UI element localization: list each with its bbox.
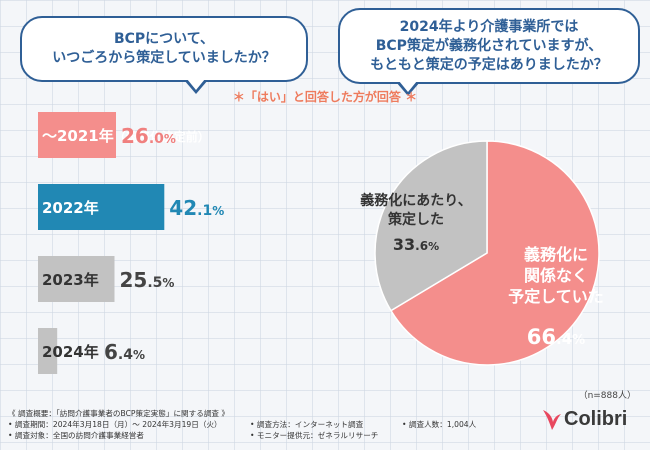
bubble-right-tail-fill (399, 81, 417, 92)
survey-provider: • モニター提供元：ゼネラルリサーチ (250, 431, 379, 440)
pie-label-1: 義務化にあたり、策定した (360, 192, 471, 228)
bar-label-3: 2024年 (42, 343, 99, 361)
pie-slice-1 (374, 140, 488, 312)
logo-text: Colibri (564, 408, 628, 430)
pie-value-0: 66.4% (527, 325, 585, 349)
survey-footnotes: 《 調査概要：「訪問介護事業者のBCP策定実態」に関する調査 》 • 調査期間：… (8, 408, 528, 441)
bar-label-1: 2022年 (42, 199, 99, 217)
question-right-line-2: BCP策定が義務化されていますが、 (375, 37, 603, 54)
pie-label-0: 義務化に関係なく予定していた (508, 245, 604, 306)
survey-method: • 調査方法：インターネット調査 (250, 420, 364, 429)
question-right-line-1: 2024年より介護事業所では (399, 18, 579, 35)
bar-label-2: 2023年 (42, 271, 99, 289)
bar-label-0: 〜2021年（義務化決定前） (42, 127, 210, 145)
question-bubble-left: BCPについて、 いつごろから策定していましたか？ (20, 16, 308, 82)
question-right-line-3: もともと策定の予定はありましたか？ (370, 56, 608, 73)
question-left-line-2: いつごろから策定していましたか？ (52, 50, 276, 66)
question-bubble-right: 2024年より介護事業所では BCP策定が義務化されていますが、 もともと策定の… (338, 8, 640, 84)
bar-value-2: 25.5% (120, 268, 175, 292)
hummingbird-icon (543, 410, 561, 430)
respondent-note: ＊「はい」と回答した方が回答 ＊ (232, 90, 418, 104)
survey-target: • 調査対象：全国の訪問介護事業経営者 (8, 431, 144, 440)
survey-summary: 《 調査概要：「訪問介護事業者のBCP策定実態」に関する調査 》 (8, 409, 230, 418)
question-left-line-1: BCPについて、 (113, 31, 215, 47)
bar-3 (38, 328, 58, 374)
bar-value-1: 42.1% (169, 196, 224, 220)
bubble-left-tail-fill (187, 79, 205, 90)
colibri-logo: Colibri (540, 404, 640, 436)
bar-value-0: 26.0% (121, 124, 176, 148)
bar-1 (38, 184, 165, 230)
survey-period: • 調査期間：2024年3月18日（月）〜 2024年3月19日（火） (8, 420, 222, 429)
pie-slice-0 (389, 140, 600, 366)
bar-0 (38, 112, 116, 158)
bar-2 (38, 256, 115, 302)
bar-value-3: 6.4% (104, 340, 145, 364)
sample-size: （n=888人） (578, 391, 636, 401)
survey-respondents: • 調査人数：1,004人 (402, 420, 477, 429)
pie-value-1: 33.6% (393, 235, 439, 254)
